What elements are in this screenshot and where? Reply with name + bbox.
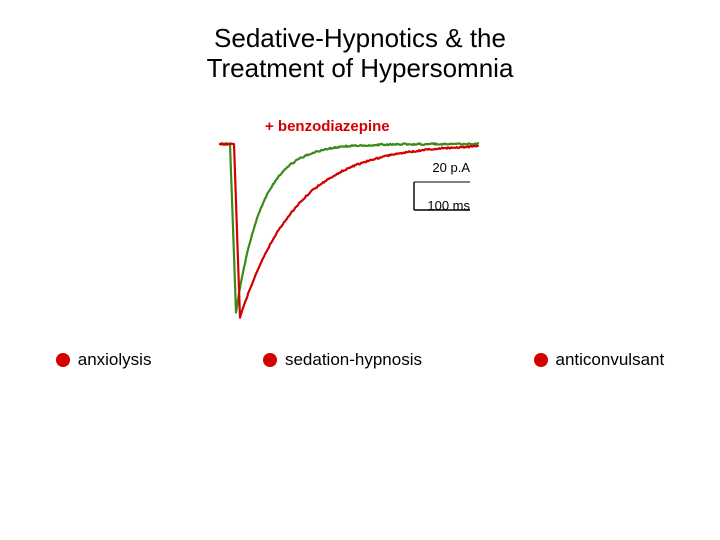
title-line-2: Treatment of Hypersomnia [207, 53, 514, 83]
bullet-dot-icon [56, 353, 70, 367]
effect-bullet: anxiolysis [56, 350, 152, 370]
effect-bullet: anticonvulsant [534, 350, 665, 370]
bullet-label: anxiolysis [78, 350, 152, 370]
scale-x-label: 100 ms [400, 198, 470, 213]
effect-bullet-row: anxiolysis sedation-hypnosis anticonvulsan… [0, 350, 720, 370]
bullet-label: anticonvulsant [556, 350, 665, 370]
bullet-label: sedation-hypnosis [285, 350, 422, 370]
bullet-dot-icon [263, 353, 277, 367]
scale-y-label: 20 p.A [400, 160, 470, 175]
page-title: Sedative-Hypnotics & the Treatment of Hy… [0, 24, 720, 84]
title-line-1: Sedative-Hypnotics & the [214, 23, 506, 53]
slide: Sedative-Hypnotics & the Treatment of Hy… [0, 0, 720, 540]
bullet-dot-icon [534, 353, 548, 367]
effect-bullet: sedation-hypnosis [263, 350, 422, 370]
